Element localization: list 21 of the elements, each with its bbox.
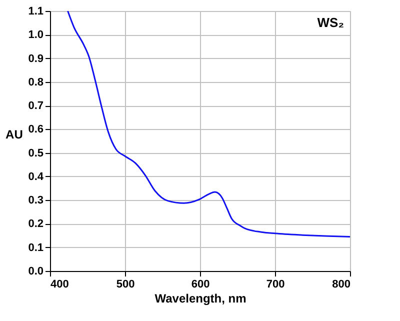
y-tick-label: 0.3 (28, 194, 44, 207)
x-axis-title: Wavelength, nm (154, 292, 246, 306)
x-tick-label: 800 (332, 278, 350, 290)
x-tick-label: 600 (191, 278, 210, 290)
y-tick-label: 0.8 (28, 76, 44, 88)
y-tick-label: 0.0 (28, 266, 44, 278)
y-tick-label: 0.7 (28, 100, 44, 112)
line-series (67, 11, 350, 238)
y-tick-label: 0.1 (28, 242, 44, 254)
y-tick-label: 1.1 (28, 6, 44, 18)
y-tick-label: 0.4 (28, 170, 44, 183)
y-axis-title: AU (6, 128, 23, 142)
x-tick-label: 400 (50, 278, 69, 290)
x-tick-label: 700 (266, 278, 285, 290)
y-tick-label: 0.2 (28, 218, 44, 230)
y-tick-label: 0.5 (28, 147, 44, 160)
annotation: WS₂ (317, 15, 344, 30)
y-tick-label: 0.9 (28, 52, 44, 65)
y-tick-label: 0.6 (28, 124, 44, 136)
x-tick-label: 500 (116, 278, 135, 290)
y-tick-label: 1.0 (28, 29, 44, 42)
